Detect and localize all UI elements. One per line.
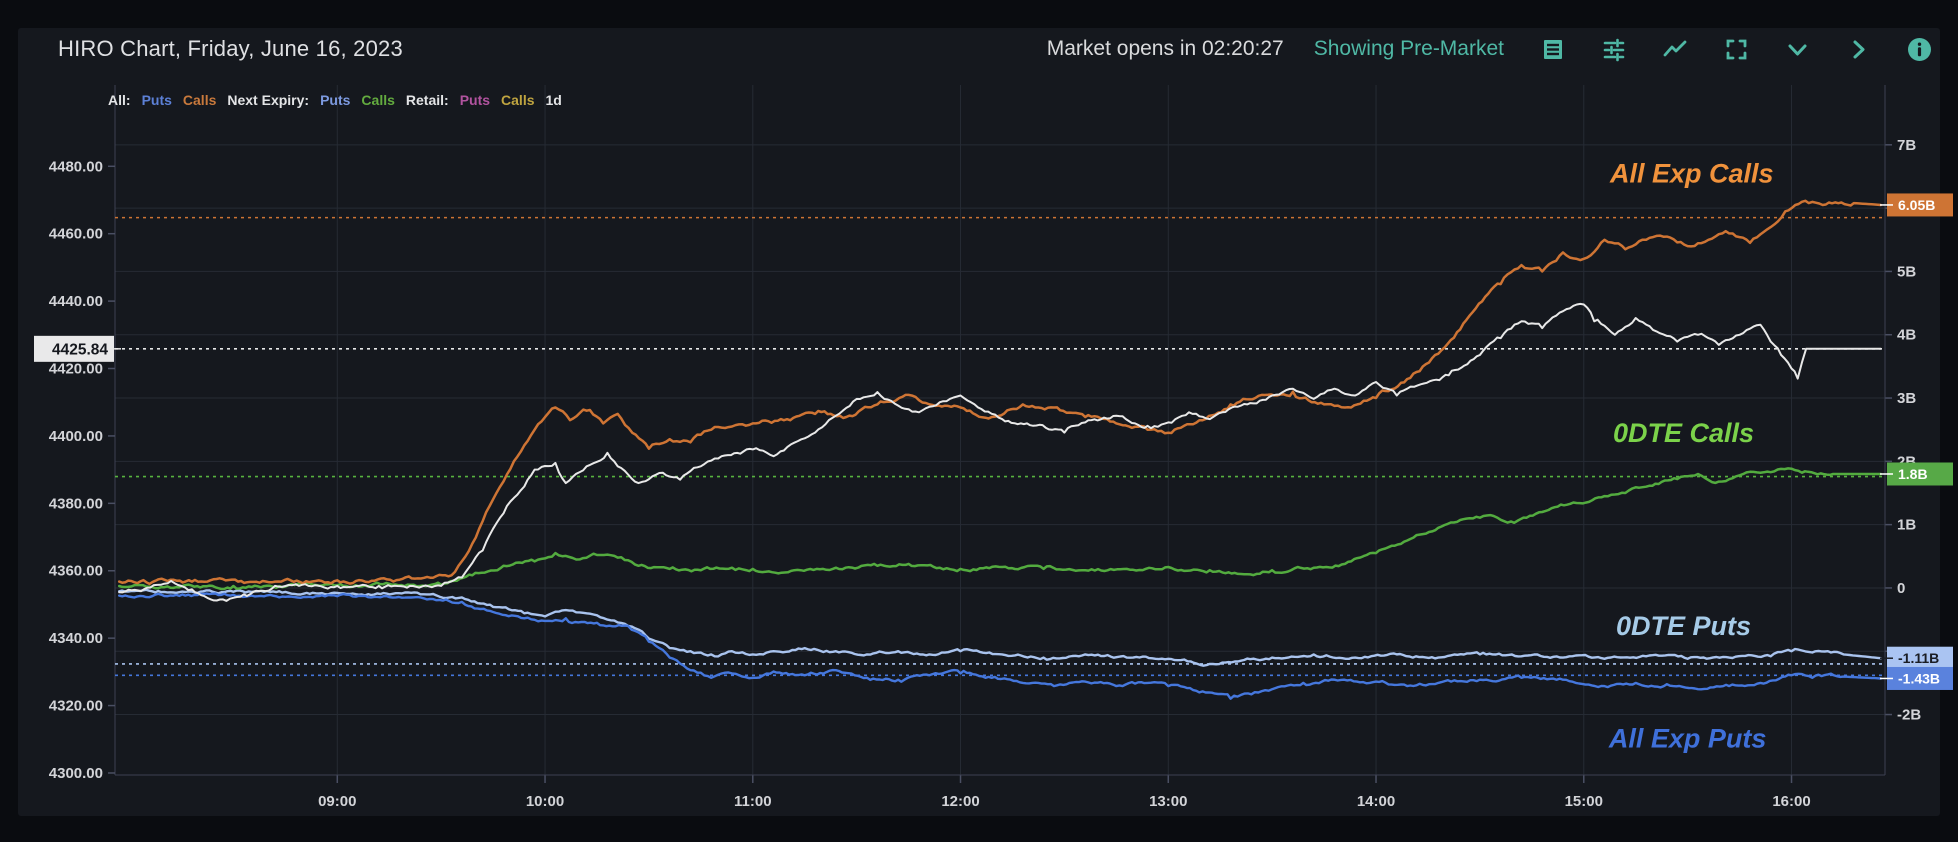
legend-item[interactable]: Calls [182, 92, 217, 108]
legend-item[interactable]: Calls [501, 92, 535, 108]
tune-icon[interactable] [1601, 36, 1627, 62]
legend-item[interactable]: 1d [545, 92, 562, 108]
legend-item[interactable]: All: [108, 92, 131, 108]
header-right: Market opens in 02:20:27 Showing Pre-Mar… [1047, 36, 1932, 62]
legend-item[interactable]: Puts [320, 92, 351, 108]
x-axis-label: 15:00 [1565, 793, 1603, 810]
left-axis-label: 4320.00 [49, 698, 103, 715]
right-axis-label: 3B [1897, 390, 1916, 407]
x-axis-label: 10:00 [526, 793, 564, 810]
flow-value-badge [1887, 193, 1953, 217]
flow-value-badge [1887, 462, 1953, 486]
left-axis-label: 4480.00 [49, 158, 103, 175]
left-axis-label: 4400.00 [49, 428, 103, 445]
price-badge-label: 4425.84 [52, 341, 108, 358]
chart-title: HIRO Chart, Friday, June 16, 2023 [58, 36, 403, 61]
legend-item[interactable]: Calls [361, 92, 395, 108]
right-axis-label: -2B [1897, 707, 1921, 724]
market-countdown: Market opens in 02:20:27 [1046, 37, 1284, 60]
series-0dte-puts [118, 588, 1882, 667]
right-axis-label: 7B [1897, 137, 1916, 154]
left-axis-label: 4360.00 [49, 563, 103, 580]
series-annotation: 0DTE Puts [1616, 611, 1751, 641]
chevron-down-icon[interactable] [1784, 36, 1810, 62]
flow-value-badge [1887, 666, 1953, 690]
left-axis-label: 4300.00 [49, 765, 103, 782]
x-axis-label: 09:00 [318, 793, 356, 810]
series-legend: All: Puts Calls Next Expiry: Puts Calls Retail… [108, 92, 562, 108]
fullscreen-icon[interactable] [1723, 36, 1749, 62]
right-axis-label: 1B [1897, 517, 1916, 534]
flow-badge-label: -1.11B [1898, 650, 1939, 666]
left-axis-label: 4340.00 [49, 630, 103, 647]
flow-value-badge [1887, 646, 1953, 670]
trend-line-icon[interactable] [1662, 36, 1688, 62]
chart-header: HIRO Chart, Friday, June 16, 2023 Market… [58, 30, 1932, 68]
series-annotation: 0DTE Calls [1613, 418, 1754, 448]
series-spx-price [118, 302, 1882, 602]
flow-badge-label: -1.43B [1898, 670, 1940, 686]
x-axis-label: 16:00 [1772, 793, 1810, 810]
x-axis-label: 11:00 [734, 793, 772, 810]
legend-item[interactable]: Puts [141, 92, 172, 108]
price-value-badge [34, 335, 114, 362]
series-annotation: All Exp Puts [1608, 724, 1767, 754]
market-status: Showing Pre-Market [1313, 37, 1504, 60]
x-axis-label: 13:00 [1149, 793, 1187, 810]
series-annotation: All Exp Calls [1609, 158, 1774, 188]
receipt-icon[interactable] [1540, 36, 1566, 62]
x-axis-label: 14:00 [1357, 793, 1395, 810]
right-axis-label: 5B [1897, 263, 1916, 280]
x-axis-label: 12:00 [941, 793, 979, 810]
info-icon[interactable] [1906, 36, 1932, 62]
right-axis-label: 0 [1897, 580, 1905, 597]
legend-item[interactable]: Puts [459, 92, 491, 108]
flow-badge-label: 6.05B [1898, 197, 1935, 213]
series-0dte-calls [117, 467, 1883, 591]
right-axis-label: 4B [1897, 327, 1916, 344]
left-axis-label: 4460.00 [49, 226, 103, 243]
legend-item[interactable]: Retail: [405, 92, 449, 108]
legend-item[interactable]: Next Expiry: [227, 92, 310, 108]
left-axis-label: 4440.00 [49, 293, 103, 310]
left-axis-label: 4420.00 [49, 361, 103, 378]
series-all-exp-puts [118, 592, 1882, 700]
chevron-right-icon[interactable] [1845, 36, 1871, 62]
toolbar-icons [1540, 36, 1932, 62]
left-axis-label: 4380.00 [49, 495, 103, 512]
flow-badge-label: 1.8B [1898, 466, 1928, 482]
series-all-exp-calls [117, 199, 1883, 586]
